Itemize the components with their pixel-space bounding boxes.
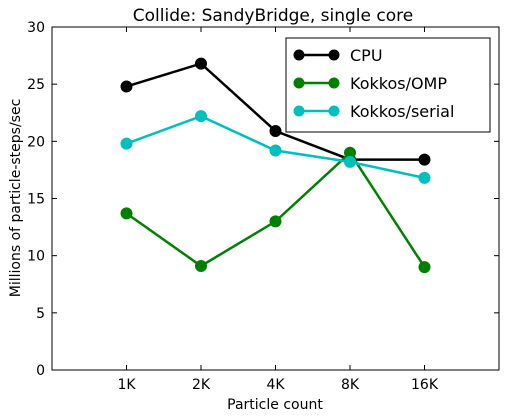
y-tick-label: 10 bbox=[27, 249, 45, 265]
y-axis-label: Millions of particle-steps/sec bbox=[8, 99, 24, 298]
data-point bbox=[120, 137, 133, 150]
legend-marker bbox=[293, 77, 305, 89]
chart-title: Collide: SandyBridge, single core bbox=[133, 6, 413, 26]
data-point bbox=[269, 125, 282, 138]
x-axis-ticks: 1K 2K 4K 8K 16K bbox=[117, 27, 439, 393]
data-point bbox=[418, 153, 431, 166]
x-tick-label: 16K bbox=[411, 377, 439, 393]
data-point bbox=[344, 155, 356, 168]
legend-marker bbox=[293, 49, 305, 61]
legend: CPU Kokkos/OMP Kokkos/serial bbox=[285, 37, 491, 133]
x-axis-label: Particle count bbox=[227, 397, 323, 413]
legend-marker bbox=[328, 77, 340, 89]
y-tick-label: 0 bbox=[36, 363, 45, 379]
legend-marker bbox=[328, 49, 340, 61]
legend-frame bbox=[285, 37, 491, 133]
series-layer bbox=[120, 57, 431, 274]
legend-item: Kokkos/OMP bbox=[293, 74, 447, 93]
data-point bbox=[120, 80, 133, 93]
data-point bbox=[195, 110, 207, 123]
data-point bbox=[120, 207, 133, 220]
y-tick-label: 20 bbox=[27, 134, 45, 150]
y-tick-label: 30 bbox=[27, 20, 45, 36]
y-axis-ticks: 0 5 10 15 20 25 30 bbox=[27, 20, 499, 379]
data-point bbox=[418, 261, 431, 274]
y-tick-label: 25 bbox=[27, 77, 45, 93]
y-tick-label: 5 bbox=[36, 306, 45, 322]
x-tick-label: 1K bbox=[117, 377, 136, 393]
legend-label: Kokkos/serial bbox=[350, 102, 454, 121]
legend-label: Kokkos/OMP bbox=[350, 74, 447, 93]
legend-marker bbox=[328, 105, 340, 117]
y-tick-label: 15 bbox=[27, 192, 45, 208]
data-point bbox=[269, 144, 282, 157]
data-point bbox=[195, 57, 207, 70]
legend-marker bbox=[293, 105, 305, 117]
legend-item: CPU bbox=[293, 46, 383, 65]
data-point bbox=[418, 171, 431, 184]
data-point bbox=[195, 259, 207, 272]
x-tick-label: 4K bbox=[266, 377, 285, 393]
x-tick-label: 2K bbox=[192, 377, 211, 393]
legend-label: CPU bbox=[350, 46, 383, 65]
series-kokkos-serial bbox=[120, 110, 431, 184]
legend-item: Kokkos/serial bbox=[293, 102, 454, 121]
data-point bbox=[269, 215, 282, 228]
x-tick-label: 8K bbox=[341, 377, 360, 393]
